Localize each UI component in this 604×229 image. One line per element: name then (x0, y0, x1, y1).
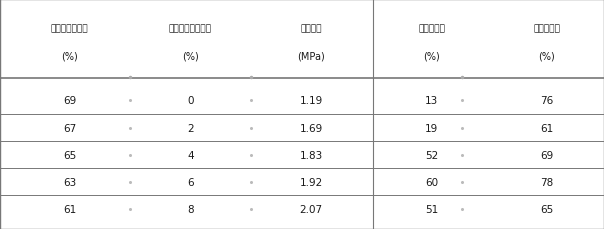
Text: 1.83: 1.83 (300, 150, 323, 160)
Text: 19: 19 (425, 123, 439, 133)
Text: 65: 65 (540, 204, 553, 214)
Text: 1.92: 1.92 (300, 177, 323, 187)
Text: 拉伸强度: 拉伸强度 (300, 24, 322, 33)
Text: 13: 13 (425, 96, 439, 106)
Text: 61: 61 (63, 204, 76, 214)
Text: 2.07: 2.07 (300, 204, 323, 214)
Text: 8: 8 (187, 204, 193, 214)
Text: 4: 4 (187, 150, 193, 160)
Text: 6: 6 (187, 177, 193, 187)
Text: 69: 69 (540, 150, 553, 160)
Text: (%): (%) (423, 51, 440, 61)
Text: (%): (%) (182, 51, 199, 61)
Text: 69: 69 (63, 96, 76, 106)
Text: 2: 2 (187, 123, 193, 133)
Text: 78: 78 (540, 177, 553, 187)
Text: 67: 67 (63, 123, 76, 133)
Text: 51: 51 (425, 204, 439, 214)
Text: 60: 60 (425, 177, 439, 187)
Text: 61: 61 (540, 123, 553, 133)
Text: (%): (%) (538, 51, 555, 61)
Text: 76: 76 (540, 96, 553, 106)
Text: 断裂伸长率: 断裂伸长率 (533, 24, 560, 33)
Text: 63: 63 (63, 177, 76, 187)
Text: (%): (%) (61, 51, 78, 61)
Text: 65: 65 (63, 150, 76, 160)
Text: 0: 0 (187, 96, 193, 106)
Text: 其他氧化剂含量: 其他氧化剂含量 (51, 24, 88, 33)
Text: (MPa): (MPa) (297, 51, 325, 61)
Text: 1.69: 1.69 (300, 123, 323, 133)
Text: 52: 52 (425, 150, 439, 160)
Text: 超细型氧化剂含量: 超细型氧化剂含量 (169, 24, 212, 33)
Text: 最大伸长率: 最大伸长率 (419, 24, 445, 33)
Text: 1.19: 1.19 (300, 96, 323, 106)
